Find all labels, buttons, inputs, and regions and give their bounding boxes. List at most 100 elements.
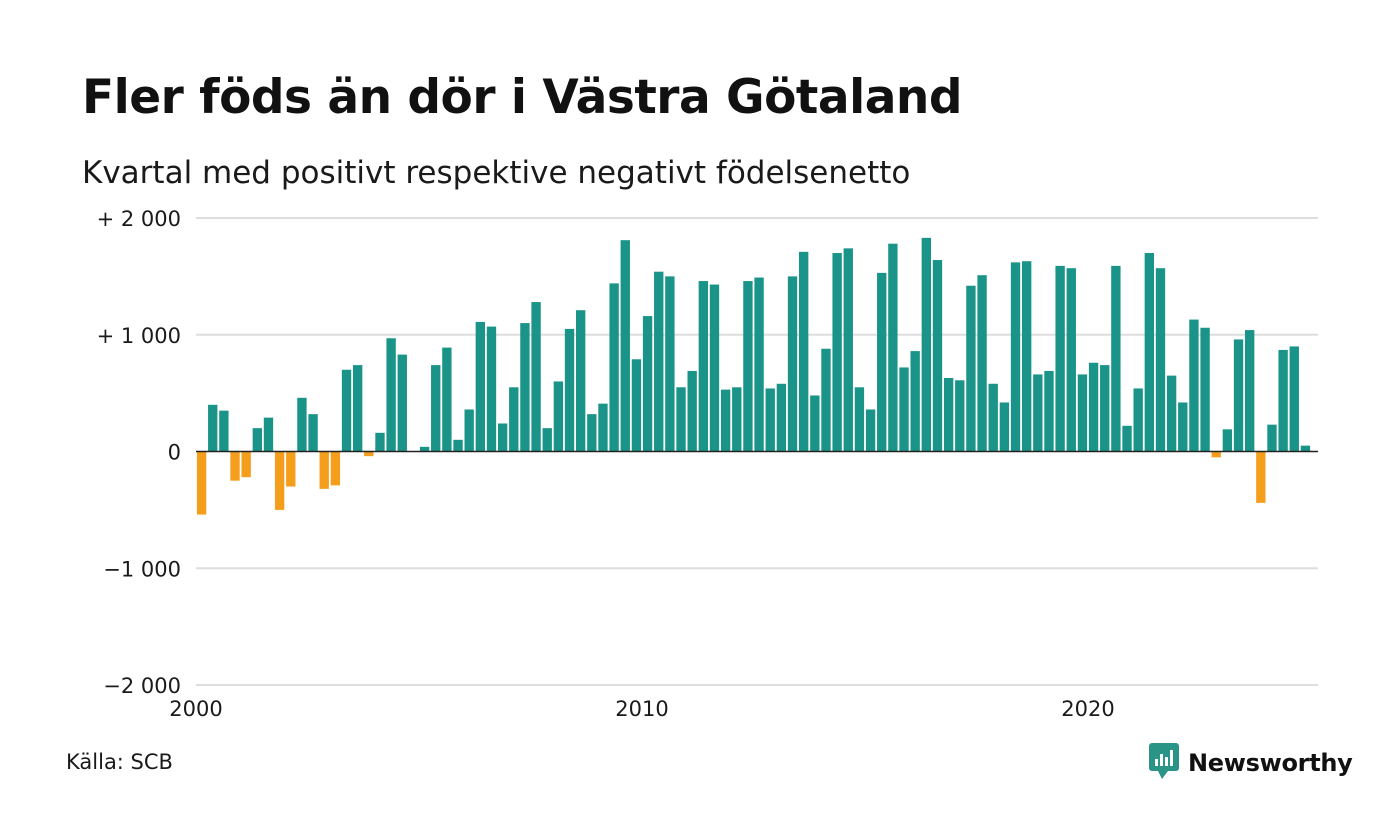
bar-positive	[1233, 339, 1244, 452]
chart-subtitle: Kvartal med positivt respektive negativt…	[82, 155, 911, 191]
bar-positive	[865, 409, 876, 452]
bar-positive	[676, 387, 686, 452]
bar-positive	[341, 369, 352, 452]
bar-positive	[297, 397, 307, 452]
bar-negative	[330, 451, 341, 486]
bar-positive	[1044, 370, 1054, 452]
bar-positive	[1066, 268, 1076, 452]
bar-positive	[442, 347, 452, 452]
bar-positive	[1111, 265, 1121, 452]
bar-positive	[843, 248, 853, 452]
bars	[196, 237, 1311, 515]
bar-positive	[1289, 346, 1299, 452]
bar-positive	[263, 417, 274, 452]
bar-negative	[364, 451, 374, 457]
bar-positive	[1200, 327, 1210, 452]
bar-chart: + 2 000 + 1 000 0 −1 000 −2 000 2000 2010 2020	[97, 207, 1318, 721]
bar-positive	[475, 321, 485, 452]
bar-positive	[665, 276, 675, 452]
bar-positive	[720, 389, 731, 452]
bar-positive	[910, 351, 920, 452]
source-note: Källa: SCB	[66, 750, 173, 774]
bar-positive	[888, 243, 898, 452]
bar-positive	[486, 326, 497, 452]
bar-positive	[564, 328, 575, 452]
bar-positive	[799, 251, 809, 452]
bar-positive	[642, 316, 653, 452]
bar-negative	[274, 451, 285, 510]
bar-positive	[497, 423, 508, 452]
bar-positive	[308, 414, 318, 452]
bar-negative	[1256, 451, 1266, 503]
bar-positive	[520, 323, 530, 452]
bar-positive	[464, 409, 474, 452]
bar-positive	[353, 365, 363, 452]
bar-positive	[1010, 262, 1021, 452]
y-tick-label: −2 000	[103, 674, 181, 698]
bar-positive	[1189, 319, 1199, 452]
y-tick-label: 0	[168, 441, 181, 465]
bar-positive	[1055, 265, 1065, 452]
bar-positive	[754, 277, 764, 452]
bar-positive	[709, 284, 720, 452]
bar-positive	[1222, 429, 1233, 452]
bar-positive	[1278, 349, 1288, 452]
bar-positive	[966, 285, 976, 452]
bar-positive	[587, 414, 597, 452]
y-tick-label: + 2 000	[97, 207, 181, 231]
bar-positive	[419, 446, 430, 452]
bar-positive	[1088, 362, 1099, 452]
bar-positive	[977, 275, 987, 452]
bar-positive	[932, 260, 943, 452]
bar-negative	[319, 451, 329, 489]
gridlines	[196, 217, 1318, 686]
bar-positive	[854, 387, 865, 452]
bar-positive	[1267, 424, 1277, 452]
bar-positive	[509, 387, 519, 452]
bar-positive	[386, 338, 396, 452]
bar-positive	[219, 410, 229, 452]
bar-positive	[542, 428, 552, 452]
bar-positive	[1155, 268, 1166, 452]
bar-positive	[1133, 388, 1143, 452]
bar-positive	[620, 240, 630, 452]
bar-positive	[252, 428, 262, 452]
bar-negative	[241, 451, 251, 478]
x-tick-label: 2010	[615, 697, 668, 721]
bar-negative	[286, 451, 296, 487]
y-axis: + 2 000 + 1 000 0 −1 000 −2 000	[97, 207, 181, 698]
bar-positive	[1245, 330, 1255, 452]
bar-negative	[1211, 451, 1221, 458]
bar-positive	[787, 276, 798, 452]
bar-positive	[431, 365, 441, 452]
bar-positive	[743, 281, 753, 452]
bar-positive	[598, 403, 608, 452]
bar-positive	[877, 272, 887, 452]
bar-positive	[1022, 261, 1032, 452]
bar-positive	[1300, 445, 1311, 452]
bar-positive	[776, 383, 787, 452]
bar-negative	[196, 451, 207, 515]
newsworthy-logo-icon	[1148, 742, 1180, 784]
brand-logo[interactable]: Newsworthy	[1148, 743, 1353, 783]
bar-positive	[687, 370, 697, 452]
bar-positive	[654, 271, 664, 452]
bar-positive	[698, 281, 708, 452]
bar-positive	[1122, 425, 1132, 452]
bar-positive	[1077, 374, 1088, 452]
bar-positive	[1166, 375, 1177, 452]
bar-positive	[821, 348, 831, 452]
bar-positive	[576, 310, 586, 452]
bar-positive	[810, 395, 820, 452]
x-tick-label: 2000	[169, 697, 222, 721]
bar-positive	[899, 367, 909, 452]
bar-positive	[1033, 374, 1043, 452]
bar-positive	[453, 439, 463, 452]
bar-negative	[230, 451, 240, 481]
bar-positive	[999, 402, 1010, 452]
bar-positive	[208, 404, 218, 452]
bar-positive	[1178, 402, 1188, 452]
y-tick-label: −1 000	[103, 557, 181, 581]
bar-positive	[832, 253, 842, 452]
bar-positive	[553, 381, 564, 452]
